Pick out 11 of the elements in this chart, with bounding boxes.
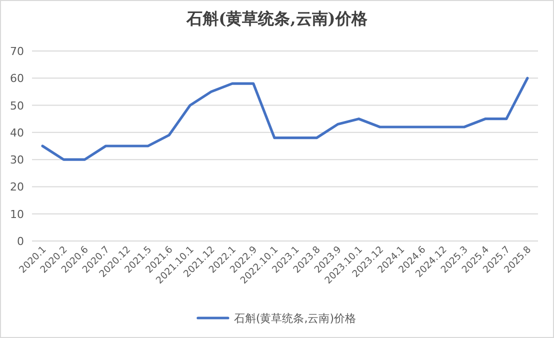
y-tick-label: 30 [10, 154, 24, 167]
y-tick-label: 0 [17, 235, 24, 248]
y-tick-label: 40 [10, 126, 24, 140]
y-tick-label: 70 [10, 45, 24, 58]
y-tick-label: 50 [10, 99, 24, 112]
legend-label: 石斛(黄草统条,云南)价格 [234, 312, 356, 325]
line-series [41, 76, 529, 161]
y-tick-label: 10 [10, 208, 24, 221]
y-tick-label: 20 [10, 180, 24, 194]
y-tick-label: 60 [10, 72, 24, 86]
chart-title: 石斛(黄草统条,云南)价格 [186, 9, 368, 28]
